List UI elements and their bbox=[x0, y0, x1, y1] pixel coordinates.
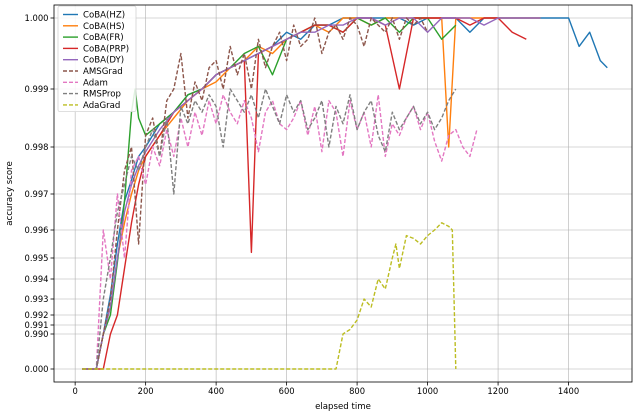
y-tick-label: 0.990 bbox=[25, 329, 49, 339]
legend-label: CoBA(PRP) bbox=[83, 44, 129, 54]
y-tick-label: 0.998 bbox=[25, 142, 49, 152]
x-tick-label: 1400 bbox=[558, 386, 579, 396]
y-tick-label: 0.000 bbox=[25, 364, 49, 374]
legend-label: AMSGrad bbox=[83, 67, 123, 77]
y-tick-label: 1.000 bbox=[25, 13, 49, 23]
series-line-rmsprop bbox=[82, 88, 457, 370]
legend: CoBA(HZ)CoBA(HS)CoBA(FR)CoBA(PRP) CoBA(DY… bbox=[57, 5, 137, 113]
x-axis: 0 200 400 600 800 1000 1200 1400 bbox=[72, 382, 579, 396]
series-line-coba-fr bbox=[82, 17, 457, 370]
legend-label: CoBA(DY) bbox=[83, 56, 124, 66]
y-axis-label: accuracy score bbox=[5, 161, 15, 226]
legend-box bbox=[57, 5, 137, 113]
x-tick-label: 1000 bbox=[417, 386, 438, 396]
x-tick-label: 1200 bbox=[487, 386, 508, 396]
y-tick-label: 0.999 bbox=[25, 84, 49, 94]
x-tick-label: 400 bbox=[208, 386, 224, 396]
y-tick-label: 0.995 bbox=[25, 253, 49, 263]
series-line-adam bbox=[82, 94, 478, 370]
plot-frame bbox=[53, 4, 633, 383]
series-line-coba-dy bbox=[82, 17, 541, 370]
legend-label: CoBA(HZ) bbox=[83, 11, 125, 21]
y-tick-label: 0.994 bbox=[25, 274, 49, 284]
series-line-adagrad bbox=[82, 222, 457, 370]
legend-label: AdaGrad bbox=[83, 101, 120, 111]
x-tick-label: 600 bbox=[279, 386, 295, 396]
x-tick-label: 800 bbox=[349, 386, 365, 396]
x-axis-label: elapsed time bbox=[315, 402, 371, 412]
series-layer bbox=[82, 17, 608, 370]
y-tick-label: 0.996 bbox=[25, 225, 49, 235]
y-tick-label: 0.993 bbox=[25, 294, 49, 304]
legend-label: CoBA(HS) bbox=[83, 22, 125, 32]
x-tick-label: 0 bbox=[72, 386, 77, 396]
legend-label: Adam bbox=[83, 78, 108, 88]
y-tick-label: 0.997 bbox=[25, 189, 49, 199]
series-line-amsgrad bbox=[82, 17, 429, 370]
y-tick-label: 0.991 bbox=[25, 320, 49, 330]
legend-label: RMSProp bbox=[83, 90, 121, 100]
legend-label: CoBA(FR) bbox=[83, 33, 124, 43]
y-tick-label: 0.992 bbox=[25, 310, 49, 320]
x-tick-label: 200 bbox=[138, 386, 154, 396]
